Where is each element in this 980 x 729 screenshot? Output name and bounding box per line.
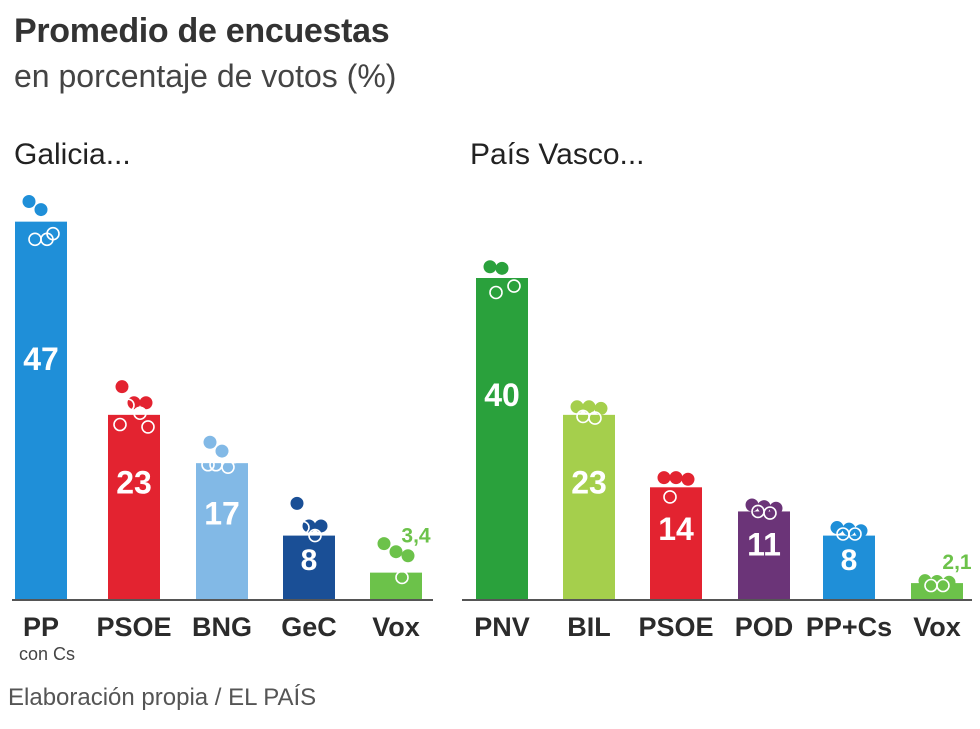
pais-vasco-category-label-bil: BIL [567, 612, 611, 642]
galicia-category-label-bng: BNG [192, 612, 252, 642]
galicia-poll-dot-bng [221, 460, 235, 474]
pais-vasco-poll-dot-pod [763, 506, 777, 520]
galicia-value-label-vox: 3,4 [401, 525, 431, 548]
galicia-poll-dot-psoe [133, 406, 147, 421]
galicia-poll-dot-bng [203, 435, 217, 449]
galicia-bar-bng [196, 463, 248, 600]
galicia-value-label-gec: 8 [301, 544, 318, 577]
galicia-poll-dot-gec [296, 520, 310, 535]
galicia-value-label-pp: 47 [23, 341, 59, 377]
panel-title-pais-vasco: País Vasco... [470, 138, 645, 171]
galicia-poll-dot-psoe [139, 396, 153, 410]
galicia-poll-dot-psoe [121, 398, 135, 412]
galicia-poll-dot-vox [377, 537, 391, 551]
pais-vasco-category-label-pp-cs: PP+Cs [806, 612, 892, 642]
pais-vasco-category-label-pnv: PNV [474, 612, 530, 642]
galicia-poll-dot-bng [201, 457, 215, 472]
galicia-category-note-pp: con Cs [19, 644, 75, 664]
pais-vasco-category-label-psoe: PSOE [638, 612, 713, 642]
pais-vasco-poll-dot-vox [936, 578, 950, 593]
pais-vasco-poll-dot-pnv [495, 261, 509, 275]
galicia-poll-dot-gec [308, 528, 322, 543]
pais-vasco-value-label-pnv: 40 [484, 377, 520, 413]
galicia-poll-dot-pp [22, 195, 36, 209]
pais-vasco-value-label-vox: 2,1 [942, 551, 972, 574]
galicia-poll-dot-vox [383, 556, 397, 571]
pais-vasco-bar-bil [563, 414, 615, 600]
pais-vasco-poll-dot-pnv [507, 279, 521, 293]
pais-vasco-poll-dot-psoe [657, 471, 671, 485]
pais-vasco-bar-pp-cs [823, 535, 875, 600]
galicia-value-label-bng: 17 [204, 495, 240, 531]
pais-vasco-poll-dot-bil [594, 401, 608, 415]
galicia-value-label-psoe: 23 [116, 465, 152, 501]
galicia-poll-dot-vox [401, 549, 415, 563]
pais-vasco-value-label-pod: 11 [747, 526, 781, 562]
galicia-category-label-pp: PP [23, 612, 59, 642]
pais-vasco-poll-dot-pnv [489, 285, 503, 300]
galicia-poll-dot-psoe [115, 380, 129, 394]
pais-vasco-value-label-bil: 23 [571, 465, 607, 501]
pais-vasco-poll-dot-pp-cs [848, 527, 862, 541]
pais-vasco-poll-dot-psoe [663, 490, 677, 504]
galicia-category-label-vox: Vox [372, 612, 420, 642]
pais-vasco-poll-dot-psoe [681, 472, 695, 486]
chart-subtitle: en porcentaje de votos (%) [14, 58, 397, 94]
galicia-category-label-psoe: PSOE [96, 612, 171, 642]
pais-vasco-value-label-psoe: 14 [658, 511, 694, 547]
galicia-poll-dot-bng [227, 449, 241, 464]
galicia-poll-dot-pp [34, 203, 48, 217]
pais-vasco-poll-dot-pnv [483, 260, 497, 274]
galicia-category-label-gec: GeC [281, 612, 337, 642]
galicia-poll-dot-gec [314, 519, 328, 533]
pais-vasco-category-label-vox: Vox [913, 612, 961, 642]
panel-title-galicia: Galicia... [14, 138, 131, 171]
pais-vasco-bar-pod [738, 511, 790, 600]
galicia-poll-dot-psoe [141, 420, 155, 434]
chart-title: Promedio de encuestas [14, 12, 390, 50]
galicia-poll-dot-psoe [113, 417, 127, 432]
pais-vasco-poll-dot-bil [588, 411, 602, 425]
galicia-poll-dot-bng [215, 444, 229, 458]
galicia-poll-dot-gec [290, 496, 304, 510]
pais-vasco-bar-pnv [476, 278, 528, 600]
galicia-bar-gec [283, 535, 335, 600]
galicia-bar-psoe [108, 414, 160, 600]
pais-vasco-category-label-pod: POD [735, 612, 794, 642]
source-footer: Elaboración propia / EL PAÍS [8, 684, 317, 711]
pais-vasco-value-label-pp-cs: 8 [841, 544, 858, 577]
galicia-bar-pp [15, 221, 67, 600]
galicia-poll-dot-vox [395, 570, 409, 585]
galicia-poll-dot-vox [389, 545, 403, 559]
pais-vasco-poll-dot-psoe [669, 471, 683, 485]
galicia-poll-dot-pp [40, 232, 54, 247]
pais-vasco-bar-psoe [650, 487, 702, 600]
